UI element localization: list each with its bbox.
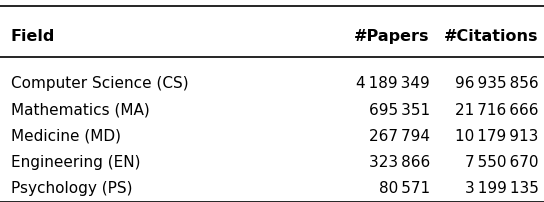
Text: 4 189 349: 4 189 349	[356, 76, 430, 91]
Text: 21 716 666: 21 716 666	[455, 103, 539, 118]
Text: Computer Science (CS): Computer Science (CS)	[11, 76, 189, 91]
Text: Medicine (MD): Medicine (MD)	[11, 129, 121, 144]
Text: 3 199 135: 3 199 135	[465, 181, 539, 196]
Text: Psychology (PS): Psychology (PS)	[11, 181, 132, 196]
Text: #Citations: #Citations	[444, 29, 539, 44]
Text: 10 179 913: 10 179 913	[455, 129, 539, 144]
Text: Field: Field	[11, 29, 55, 44]
Text: 323 866: 323 866	[368, 155, 430, 170]
Text: 695 351: 695 351	[369, 103, 430, 118]
Text: #Papers: #Papers	[354, 29, 430, 44]
Text: Mathematics (MA): Mathematics (MA)	[11, 103, 150, 118]
Text: 267 794: 267 794	[369, 129, 430, 144]
Text: 96 935 856: 96 935 856	[455, 76, 539, 91]
Text: Engineering (EN): Engineering (EN)	[11, 155, 140, 170]
Text: 80 571: 80 571	[379, 181, 430, 196]
Text: 7 550 670: 7 550 670	[465, 155, 539, 170]
